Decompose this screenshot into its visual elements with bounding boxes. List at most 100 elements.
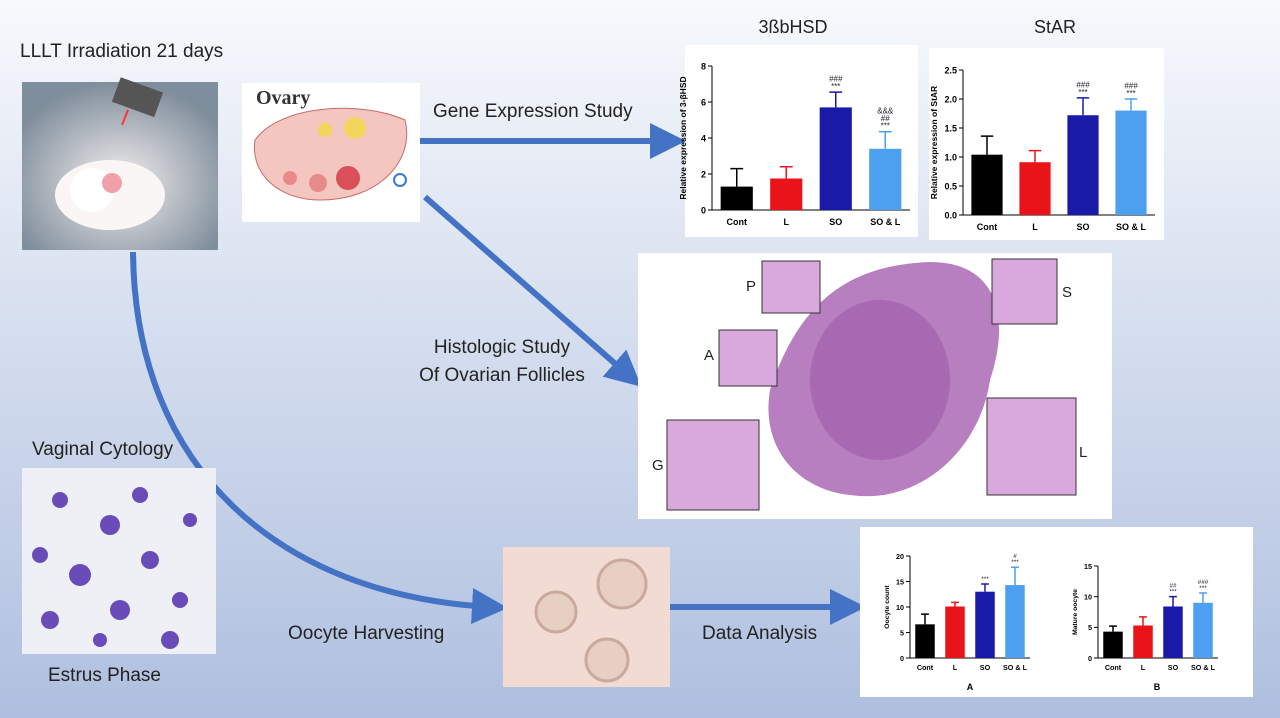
error-bar xyxy=(878,130,892,149)
ovary-image: Ovary xyxy=(242,83,420,222)
bar xyxy=(1115,110,1147,215)
y-tick-label: 0 xyxy=(900,654,904,663)
error-bar xyxy=(1109,625,1117,632)
y-tick-label: 1.5 xyxy=(944,124,957,134)
oocyte-image xyxy=(503,547,670,687)
step-label: Of Ovarian Follicles xyxy=(419,365,585,386)
histology-panel xyxy=(638,253,1112,519)
x-tick-label: SO xyxy=(1076,222,1089,232)
arrows xyxy=(130,123,866,625)
bar xyxy=(945,606,965,658)
error-bar xyxy=(1139,616,1147,626)
x-tick-label: Cont xyxy=(1105,663,1122,672)
x-tick-label: SO & L xyxy=(1003,663,1028,672)
bar xyxy=(971,154,1003,215)
y-tick-label: 0 xyxy=(1088,654,1092,663)
arrow xyxy=(423,194,642,387)
bar xyxy=(1005,585,1025,658)
y-tick-label: 10 xyxy=(896,603,904,612)
error-bar xyxy=(1076,97,1090,116)
significance-label: *** xyxy=(1169,589,1177,596)
y-tick-label: 6 xyxy=(701,98,706,108)
significance-label: &&& xyxy=(877,107,894,116)
significance-label: *** xyxy=(1011,559,1019,566)
significance-label: *** xyxy=(1199,585,1207,592)
bar xyxy=(1067,115,1099,215)
x-tick-label: SO & L xyxy=(1191,663,1216,672)
histology-label: A xyxy=(704,347,714,364)
y-tick-label: 8 xyxy=(701,62,706,72)
error-bar xyxy=(779,166,793,179)
error-bar xyxy=(1199,592,1207,603)
y-axis-label: Relative expression of 3-βHSD xyxy=(678,76,688,199)
bar xyxy=(869,148,902,210)
y-tick-label: 15 xyxy=(896,577,904,586)
bar xyxy=(1193,602,1213,658)
bar xyxy=(720,186,753,210)
error-bar xyxy=(1124,98,1138,111)
y-axis-label: Mature oocyte xyxy=(1072,589,1079,635)
y-tick-label: 1.0 xyxy=(944,153,957,163)
x-tick-label: Cont xyxy=(727,217,748,227)
x-tick-label: L xyxy=(1141,663,1146,672)
step-label: Data Analysis xyxy=(702,623,817,644)
y-tick-label: 2 xyxy=(701,170,706,180)
significance-label: *** xyxy=(1078,88,1087,97)
histology-label: G xyxy=(652,457,664,474)
x-tick-label: L xyxy=(953,663,958,672)
x-tick-label: SO xyxy=(980,663,991,672)
bar xyxy=(1133,625,1153,658)
y-tick-label: 5 xyxy=(1088,623,1092,632)
y-tick-label: 10 xyxy=(1084,592,1092,601)
y-tick-label: 20 xyxy=(896,552,904,561)
y-axis-label: Relative expression of StAR xyxy=(929,86,939,199)
step-label: Estrus Phase xyxy=(48,665,161,686)
chart-title: 3ßbHSD xyxy=(758,17,827,37)
chart-panel xyxy=(860,527,1253,697)
significance-label: ## xyxy=(881,114,890,123)
histology-label: L xyxy=(1079,444,1087,461)
bar xyxy=(975,591,995,658)
bar xyxy=(1163,606,1183,658)
significance-label: ### xyxy=(829,75,843,84)
bar xyxy=(819,107,852,210)
error-bar xyxy=(921,613,929,625)
y-tick-label: 0.0 xyxy=(944,211,957,221)
chart-title: StAR xyxy=(1034,17,1076,37)
significance-label: *** xyxy=(1126,89,1135,98)
x-tick-label: L xyxy=(1032,222,1038,232)
step-label: Vaginal Cytology xyxy=(32,439,174,460)
significance-label: ### xyxy=(1124,82,1138,91)
x-tick-label: SO xyxy=(829,217,842,227)
significance-label: ### xyxy=(1076,80,1090,89)
error-bar xyxy=(730,167,744,187)
error-bar xyxy=(829,91,843,108)
ovary-label: Ovary xyxy=(256,87,310,109)
histology-label: S xyxy=(1062,284,1072,301)
bar xyxy=(915,624,935,658)
significance-label: # xyxy=(1013,553,1017,560)
step-label: Oocyte Harvesting xyxy=(288,623,444,644)
x-tick-label: SO xyxy=(1168,663,1179,672)
significance-label: ### xyxy=(1198,579,1209,586)
cytology-image xyxy=(22,468,216,654)
chart-subtitle: A xyxy=(967,682,974,692)
x-tick-label: Cont xyxy=(917,663,934,672)
title: LLLT Irradiation 21 days xyxy=(20,41,223,62)
step-label: Histologic Study xyxy=(434,337,571,358)
x-tick-label: SO & L xyxy=(1116,222,1147,232)
x-tick-label: L xyxy=(784,217,790,227)
y-tick-label: 2.5 xyxy=(944,66,957,76)
x-tick-label: SO & L xyxy=(870,217,901,227)
error-bar xyxy=(980,135,994,155)
bar xyxy=(1019,162,1051,215)
x-tick-label: Cont xyxy=(977,222,998,232)
error-bar xyxy=(1028,149,1042,163)
bar xyxy=(1103,631,1123,658)
y-tick-label: 15 xyxy=(1084,562,1092,571)
y-axis-label: Oocyte count xyxy=(884,585,891,629)
significance-label: *** xyxy=(831,82,840,91)
error-bar xyxy=(951,601,959,607)
mouse-photo xyxy=(22,77,218,250)
y-tick-label: 2.0 xyxy=(944,95,957,105)
